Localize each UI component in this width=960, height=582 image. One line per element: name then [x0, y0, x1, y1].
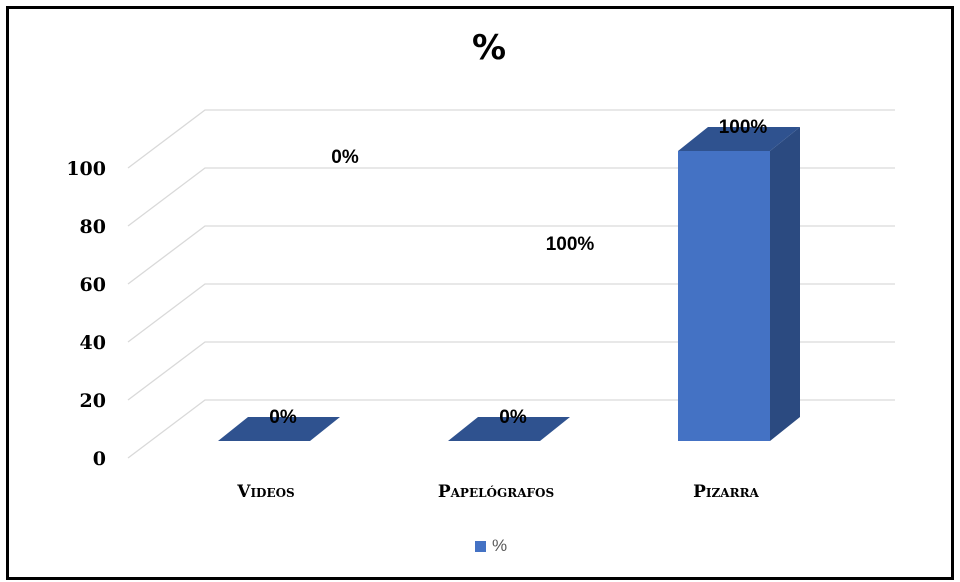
data-label: 0%: [269, 407, 297, 428]
gridline: [127, 341, 895, 401]
gridline: [127, 399, 895, 459]
bar: [678, 151, 770, 441]
gridline: [127, 225, 895, 285]
gridline: [127, 109, 895, 169]
bar-top: [448, 417, 570, 441]
data-label: 100%: [719, 117, 768, 138]
y-tick-label: 20: [80, 390, 106, 412]
bar-top: [678, 127, 800, 151]
x-tick-label: Pizarra: [693, 482, 759, 502]
legend-label: %: [492, 536, 508, 555]
floating-data-label: 0%: [331, 147, 359, 168]
chart-title: %: [471, 28, 507, 68]
gridline: [127, 167, 895, 227]
data-label: 0%: [499, 407, 527, 428]
bar-side: [770, 127, 800, 441]
gridline: [127, 283, 895, 343]
legend: %: [475, 536, 507, 556]
y-tick-label: 60: [80, 274, 106, 296]
y-tick-label: 100: [66, 158, 106, 180]
floating-data-label: 100%: [546, 234, 595, 255]
bar-top: [218, 417, 340, 441]
x-tick-label: Videos: [236, 482, 294, 502]
x-tick-label: Papelógrafos: [438, 482, 554, 502]
y-tick-label: 80: [80, 216, 106, 238]
y-tick-label: 0: [93, 448, 106, 470]
legend-swatch: [475, 540, 486, 552]
y-tick-label: 40: [80, 332, 106, 354]
